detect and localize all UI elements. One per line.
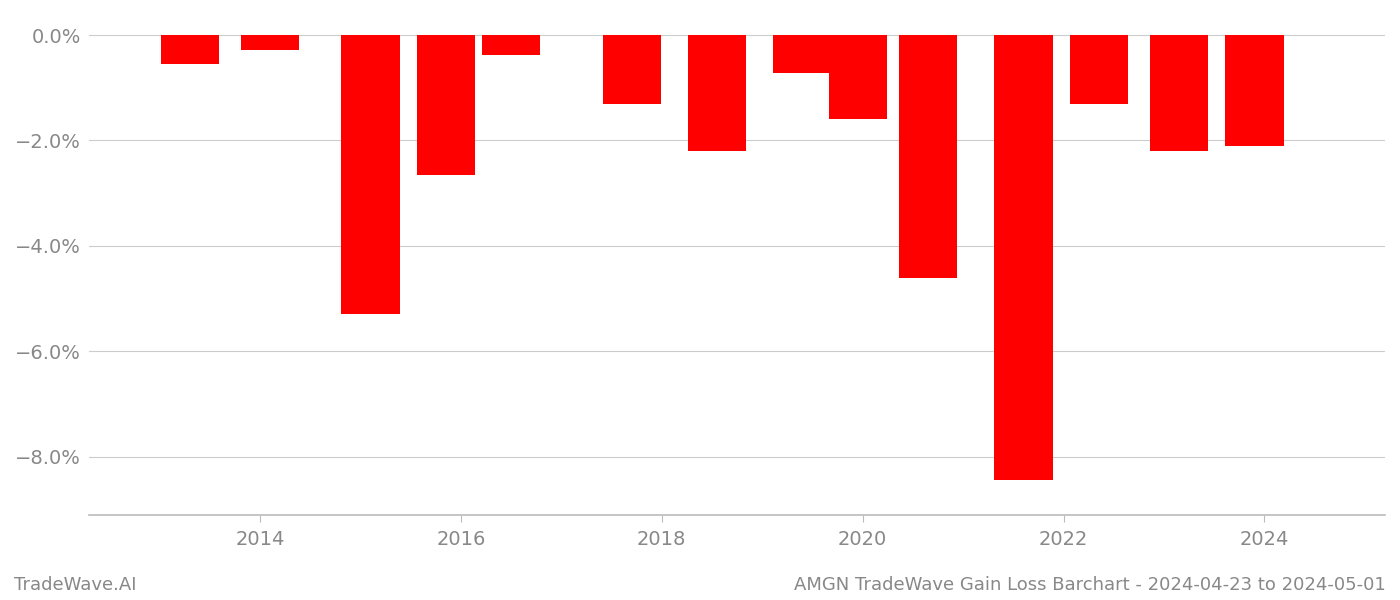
Bar [161,35,218,64]
Bar [1070,35,1128,104]
Bar [1149,35,1208,151]
Text: AMGN TradeWave Gain Loss Barchart - 2024-04-23 to 2024-05-01: AMGN TradeWave Gain Loss Barchart - 2024… [794,576,1386,594]
Bar [994,35,1053,481]
Bar [602,35,661,104]
Bar [829,35,886,119]
Bar [342,35,399,314]
Bar [687,35,746,151]
Bar [482,35,540,55]
Bar [1225,35,1284,146]
Bar [899,35,958,278]
Bar [241,35,300,50]
Bar [773,35,832,73]
Bar [417,35,475,175]
Text: TradeWave.AI: TradeWave.AI [14,576,137,594]
